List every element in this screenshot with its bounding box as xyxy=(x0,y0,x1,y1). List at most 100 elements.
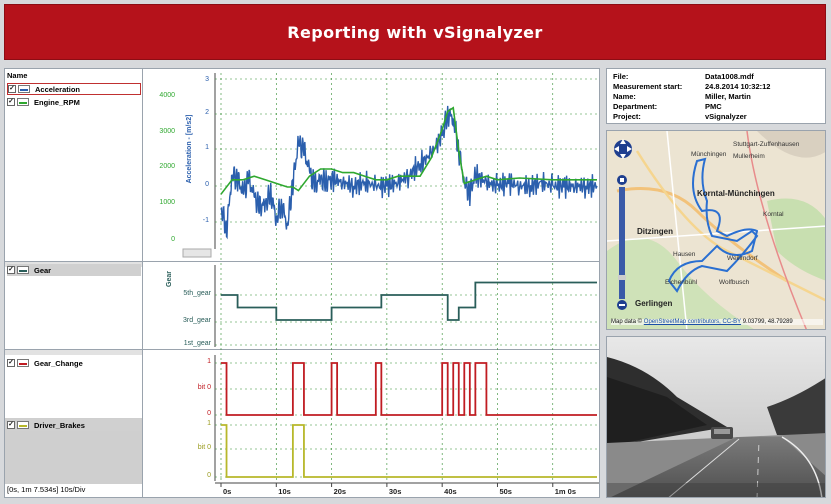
pan-left-icon[interactable] xyxy=(614,146,619,152)
acceleration-axis-title: Acceleration - [m/s2] xyxy=(186,115,193,184)
accel-tick-label: -1 xyxy=(203,217,209,224)
legend-row-gear-change[interactable]: ✓ Gear_Change xyxy=(7,357,141,369)
gear-color-swatch xyxy=(17,266,29,274)
map-canvas xyxy=(607,131,825,329)
rpm-tick-label: 1000 xyxy=(159,199,175,206)
dashcam-image xyxy=(606,336,826,498)
acceleration-line xyxy=(220,105,598,240)
gear-change-checkbox[interactable]: ✓ xyxy=(7,359,15,367)
legend-row-gear[interactable]: ✓ Gear xyxy=(7,264,141,276)
driver-brakes-checkbox[interactable]: ✓ xyxy=(7,421,15,429)
info-key: Name: xyxy=(613,92,636,101)
time-axis: 0s 10s 20s 30s 40s 50s 1m 0s xyxy=(220,483,576,496)
panel-separator xyxy=(5,261,599,262)
time-range-status: [0s, 1m 7.534s] 10s/Div xyxy=(7,485,86,494)
time-tick-label: 0s xyxy=(223,487,231,496)
gear-change-line xyxy=(221,362,597,416)
map-label: Korntal-Münchingen xyxy=(697,189,775,198)
signal-legend: Name ✓ Acceleration ✓ Engine_RPM ✓ Gear … xyxy=(5,69,143,497)
gear-change-color-swatch xyxy=(17,359,29,367)
map-pan-control[interactable] xyxy=(611,135,635,175)
pan-right-icon[interactable] xyxy=(627,146,632,152)
time-tick-label: 20s xyxy=(334,487,347,496)
measurement-info: File: Data1008.mdf Measurement start: 24.8… xyxy=(606,68,826,124)
chart-grid xyxy=(215,73,599,481)
zoom-slider-handle[interactable] xyxy=(618,275,626,280)
accel-tick-label: 0 xyxy=(205,181,209,188)
gear-change-tick-label: 1 xyxy=(207,358,211,365)
map-label: Eichenbühl xyxy=(665,279,698,286)
report-title: Reporting with vSignalyzer xyxy=(287,22,543,42)
accel-tick-label: 3 xyxy=(205,76,209,83)
axis-scrollbar[interactable] xyxy=(182,248,212,258)
map-label: Münchingen xyxy=(691,151,727,158)
rpm-tick-label: 2000 xyxy=(159,163,175,170)
panel-separator xyxy=(5,349,599,350)
engine-rpm-checkbox[interactable]: ✓ xyxy=(7,98,15,106)
info-key: Department: xyxy=(613,102,658,111)
brakes-tick-label: 0 xyxy=(207,472,211,479)
engine-rpm-line xyxy=(220,106,597,195)
info-row-file: File: Data1008.mdf xyxy=(613,72,819,82)
signal-label: Gear xyxy=(34,265,52,275)
route-map[interactable]: Münchingen Mullerheim Stuttgart-Zuffenha… xyxy=(606,130,826,330)
signal-label: Driver_Brakes xyxy=(34,420,85,430)
info-value: 24.8.2014 10:32:12 xyxy=(705,82,771,91)
map-label: Hausen xyxy=(673,251,696,258)
road-photo xyxy=(607,337,825,497)
time-tick-label: 10s xyxy=(278,487,291,496)
info-row-department: Department: PMC xyxy=(613,102,819,112)
gear-line xyxy=(221,281,597,321)
signal-charts[interactable]: 4000 3000 2000 1000 0 Acceleration - [m/… xyxy=(5,69,599,497)
legend-row-driver-brakes[interactable]: ✓ Driver_Brakes xyxy=(7,419,141,431)
pan-down-icon[interactable] xyxy=(620,154,626,159)
brakes-tick-label: 1 xyxy=(207,420,211,427)
time-tick-label: 30s xyxy=(389,487,402,496)
gear-tick-label: 3rd_gear xyxy=(183,317,212,324)
legend-row-acceleration[interactable]: ✓ Acceleration xyxy=(7,83,141,95)
engine-rpm-color-swatch xyxy=(17,98,29,106)
info-key: Project: xyxy=(613,112,641,121)
report-banner: Reporting with vSignalyzer xyxy=(4,4,826,60)
acceleration-color-swatch xyxy=(18,85,30,93)
info-value: PMC xyxy=(705,102,722,111)
gear-change-tick-label: 0 xyxy=(207,410,211,417)
time-tick-label: 50s xyxy=(499,487,512,496)
map-label: Gerlingen xyxy=(635,299,673,308)
map-label: Wolfbusch xyxy=(719,279,750,286)
info-row-start: Measurement start: 24.8.2014 10:32:12 xyxy=(613,82,819,92)
pan-up-icon[interactable] xyxy=(620,139,626,144)
signal-panel: Name ✓ Acceleration ✓ Engine_RPM ✓ Gear … xyxy=(4,68,600,498)
map-label: Korntal xyxy=(763,211,784,218)
legend-name-header: Name xyxy=(7,71,28,80)
map-attribution: Map data © OpenStreetMap contributors, C… xyxy=(611,319,823,325)
map-label: Mullerheim xyxy=(733,153,765,160)
map-coordinates: 9.03799, 48.79289 xyxy=(742,319,793,325)
gear-tick-label: 1st_gear xyxy=(184,340,212,347)
gear-axis-title: Gear xyxy=(166,271,173,287)
accel-tick-label: 2 xyxy=(205,109,209,116)
brakes-tick-label: bit 0 xyxy=(198,444,211,451)
driver-brakes-color-swatch xyxy=(17,421,29,429)
legend-row-engine-rpm[interactable]: ✓ Engine_RPM xyxy=(7,96,141,108)
rpm-tick-label: 0 xyxy=(171,236,175,243)
gear-checkbox[interactable]: ✓ xyxy=(7,266,15,274)
gear-tick-label: 5th_gear xyxy=(183,290,211,297)
gear-change-tick-label: bit 0 xyxy=(198,384,211,391)
signal-label: Acceleration xyxy=(35,84,81,94)
legend-divider xyxy=(5,349,142,355)
info-key: File: xyxy=(613,72,629,81)
info-key: Measurement start: xyxy=(613,82,683,91)
osm-link[interactable]: OpenStreetMap contributors, CC-BY xyxy=(643,319,742,325)
rpm-tick-label: 3000 xyxy=(159,128,175,135)
series-layer xyxy=(220,105,598,478)
vehicle-route xyxy=(667,157,759,293)
attribution-prefix: Map data © xyxy=(611,319,643,325)
acceleration-checkbox[interactable]: ✓ xyxy=(8,85,16,93)
info-value: Data1008.mdf xyxy=(705,72,754,81)
map-zoom-control[interactable] xyxy=(617,175,627,311)
info-value: vSignalyzer xyxy=(705,112,747,121)
map-label: Stuttgart-Zuffenhausen xyxy=(733,141,800,148)
acceleration-axis-area xyxy=(143,69,213,261)
